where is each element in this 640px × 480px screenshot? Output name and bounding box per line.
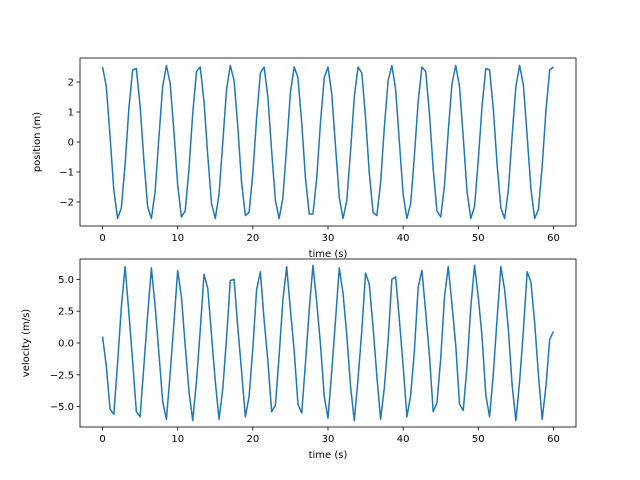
- position-xaxis-label: time (s): [309, 249, 348, 260]
- position-xtick-label: 20: [246, 233, 259, 244]
- position-xtick-label: 0: [99, 233, 105, 244]
- velocity-ytick-label: 0.0: [58, 339, 74, 350]
- position-xtick-label: 30: [322, 233, 335, 244]
- velocity-subplot: 0 10 20 30 40 50 60 −5.0 −2.5 0.0 2.5 5.0 time (s) ve…: [21, 258, 577, 461]
- position-ytick-label: 1: [68, 108, 74, 119]
- velocity-series-line: [101, 264, 555, 422]
- position-series-line: [101, 64, 554, 220]
- velocity-yaxis-label: velocity (m/s): [21, 309, 32, 377]
- velocity-xtick-label: 50: [472, 434, 485, 445]
- velocity-xtick-label: 10: [171, 434, 184, 445]
- position-ytick-label: −2: [59, 198, 74, 209]
- velocity-ytick-label: −5.0: [50, 402, 74, 413]
- position-subplot: 0 10 20 30 40 50 60 −2 −1 0 1 2 time (s) position (m): [32, 57, 577, 260]
- velocity-axes-frame: [79, 258, 577, 428]
- velocity-xaxis-label: time (s): [309, 450, 348, 461]
- position-xtick-label: 60: [547, 233, 560, 244]
- velocity-xtick-label: 40: [397, 434, 410, 445]
- velocity-ytick-label: 5.0: [58, 275, 74, 286]
- velocity-xtick-label: 60: [547, 434, 560, 445]
- position-xtick-label: 50: [472, 233, 485, 244]
- velocity-ytick-label: −2.5: [50, 370, 74, 381]
- position-ytick-label: −1: [59, 168, 74, 179]
- position-ytick-label: 2: [68, 78, 74, 89]
- position-yaxis-label: position (m): [32, 112, 43, 172]
- velocity-xtick-label: 30: [322, 434, 335, 445]
- velocity-xtick-label: 20: [246, 434, 259, 445]
- position-xtick-label: 10: [171, 233, 184, 244]
- position-xtick-label: 40: [397, 233, 410, 244]
- velocity-ytick-label: 2.5: [58, 307, 74, 318]
- velocity-xtick-label: 0: [99, 434, 105, 445]
- position-ytick-label: 0: [68, 138, 74, 149]
